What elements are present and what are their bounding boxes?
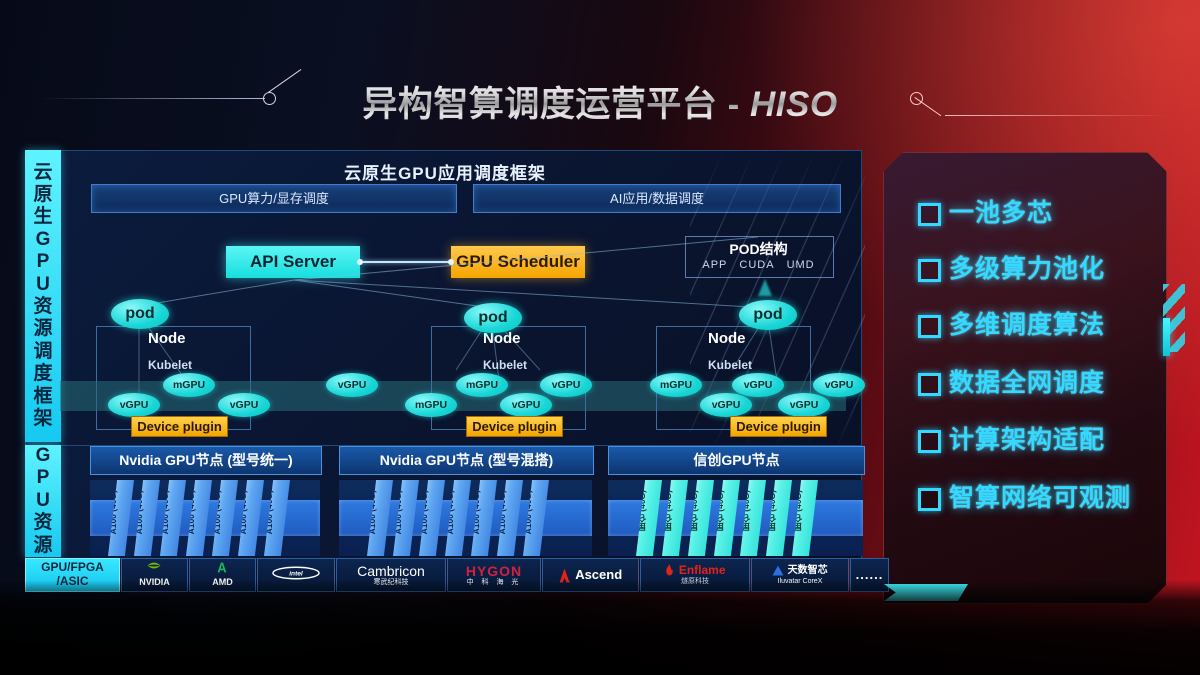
svg-text:intel: intel xyxy=(289,571,303,578)
